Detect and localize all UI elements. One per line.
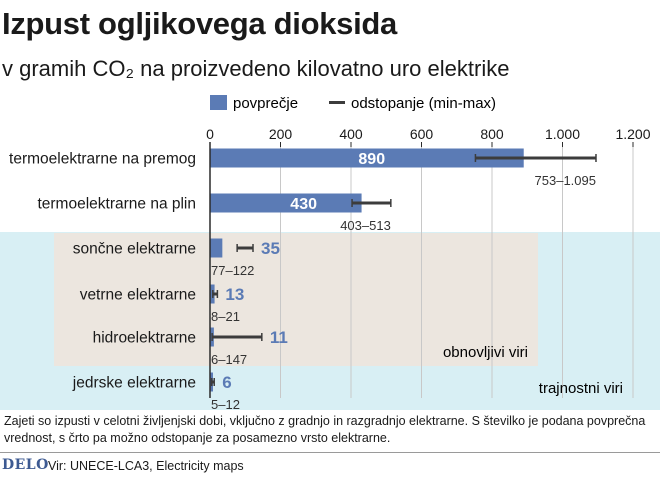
- error-bars: [211, 154, 597, 386]
- x-tick-label: 400: [339, 126, 363, 142]
- x-tick-label: 0: [206, 126, 214, 142]
- bar: [210, 148, 524, 168]
- legend-mean-label: povprečje: [233, 95, 298, 112]
- value-label: 13: [225, 285, 244, 304]
- bar: [210, 193, 362, 213]
- renewable-background: [54, 233, 538, 366]
- x-tick-label: 1.200: [615, 126, 650, 142]
- legend-range-swatch: [329, 101, 345, 104]
- category-label: termoelektrarne na premog: [9, 151, 196, 168]
- value-label: 890: [358, 151, 385, 168]
- legend-range-label: odstopanje (min-max): [351, 95, 496, 112]
- chart-title: Izpust ogljikovega dioksida: [2, 6, 397, 41]
- category-label: hidroelektrarne: [93, 330, 196, 347]
- value-label: 35: [261, 239, 280, 258]
- legend-mean-swatch: [210, 95, 227, 110]
- range-labels: 753–1.095 403–513 77–122 8–21 6–147 5–12: [211, 173, 596, 410]
- x-axis-ticks: 0 200 400 600 800 1.000 1.200: [206, 126, 651, 147]
- x-tick-label: 600: [410, 126, 434, 142]
- x-tick-label: 1.000: [545, 126, 580, 142]
- source-note: Vir: UNECE-LCA3, Electricity maps: [48, 459, 244, 473]
- footnote: Zajeti so izpusti v celotni življenjski …: [4, 414, 646, 445]
- delo-logo: DELO: [2, 457, 49, 473]
- bar: [210, 238, 223, 258]
- x-tick-label: 800: [480, 126, 504, 142]
- category-labels: termoelektrarne na premog termoelektrarne…: [9, 151, 196, 392]
- group-label-renewable: obnovljivi viri: [443, 344, 528, 361]
- chart-subtitle: v gramih CO₂ na proizvedeno kilovatno ur…: [2, 56, 510, 81]
- range-label: 753–1.095: [535, 173, 596, 188]
- grid-lines: [280, 142, 634, 398]
- range-label: 5–12: [211, 397, 240, 410]
- category-label: vetrne elektrarne: [80, 287, 196, 304]
- value-label: 6: [222, 373, 231, 392]
- value-label: 430: [290, 196, 317, 213]
- range-label: 6–147: [211, 352, 247, 367]
- category-label: sončne elektrarne: [73, 241, 196, 258]
- category-label: jedrske elektrarne: [72, 375, 196, 392]
- group-label-sustainable: trajnostni viri: [539, 380, 623, 397]
- x-tick-label: 200: [269, 126, 293, 142]
- bar-chart: povprečje odstopanje (min-max) 0 200 400 60…: [0, 95, 660, 410]
- range-label: 77–122: [211, 263, 254, 278]
- legend: povprečje odstopanje (min-max): [210, 95, 496, 112]
- range-label: 8–21: [211, 309, 240, 324]
- footer-divider: [0, 452, 660, 453]
- value-label: 11: [270, 328, 288, 347]
- category-label: termoelektrarne na plin: [37, 196, 196, 213]
- range-label: 403–513: [340, 218, 391, 233]
- value-labels: 890 430 35 13 11 6: [222, 151, 385, 392]
